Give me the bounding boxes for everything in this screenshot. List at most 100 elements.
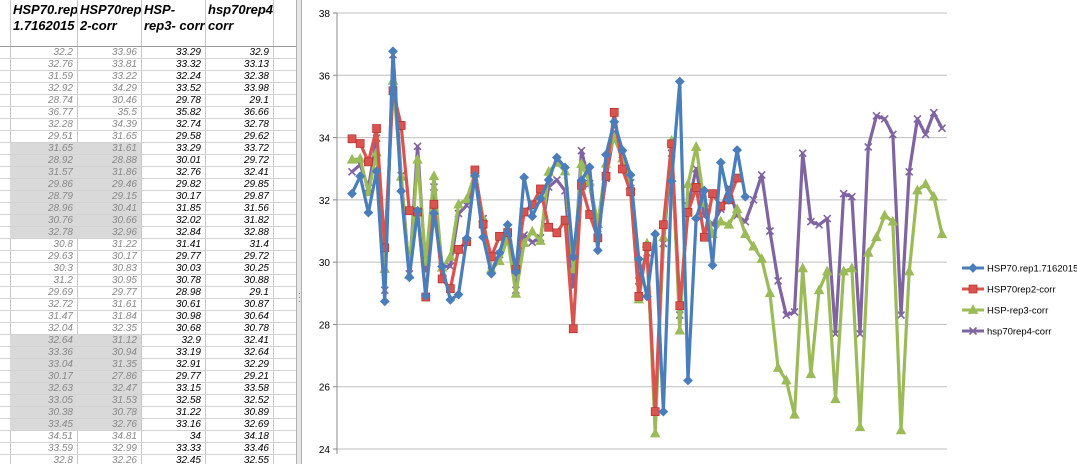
table-cell[interactable]: 32.41: [243, 167, 269, 178]
column-header-rep3[interactable]: HSP-rep3- corr: [144, 2, 205, 33]
table-cell[interactable]: 33.05: [10, 395, 77, 406]
table-cell[interactable]: 32.26: [111, 455, 137, 464]
table-cell[interactable]: 31.22: [111, 239, 137, 250]
table-cell[interactable]: 28.79: [10, 191, 77, 202]
table-cell[interactable]: 32.76: [77, 419, 141, 430]
table-row[interactable]: 31.2 30.95 30.78 30.88: [0, 275, 300, 287]
table-cell[interactable]: 31.84: [111, 311, 137, 322]
table-cell[interactable]: 29.63: [47, 251, 73, 262]
table-cell[interactable]: 34.18: [243, 431, 269, 442]
table-cell[interactable]: 30.8: [53, 239, 73, 250]
table-row[interactable]: 32.64 31.12 32.9 32.41: [0, 335, 300, 347]
table-cell[interactable]: 28.88: [77, 155, 141, 166]
table-cell[interactable]: 32.74: [175, 119, 201, 130]
table-cell[interactable]: 32.76: [175, 167, 201, 178]
table-cell[interactable]: 29.69: [47, 287, 73, 298]
table-cell[interactable]: 31.4: [249, 239, 269, 250]
table-cell[interactable]: 30.98: [175, 311, 201, 322]
table-cell[interactable]: 36.66: [243, 107, 269, 118]
column-header-rep1[interactable]: HSP70.rep 1.7162015: [13, 2, 77, 33]
table-cell[interactable]: 32.69: [243, 419, 269, 430]
table-cell[interactable]: 31.86: [77, 167, 141, 178]
table-row[interactable]: 29.63 30.17 29.77 29.72: [0, 251, 300, 263]
table-cell[interactable]: 32.64: [243, 347, 269, 358]
column-header-rep4[interactable]: hsp70rep4- corr: [208, 2, 273, 33]
table-cell[interactable]: 29.72: [243, 251, 269, 262]
table-cell[interactable]: 29.78: [175, 95, 201, 106]
table-row[interactable]: 33.36 30.94 33.19 32.64: [0, 347, 300, 359]
table-cell[interactable]: 31.82: [243, 215, 269, 226]
table-row[interactable]: 32.8 32.26 32.45 32.55: [0, 455, 300, 464]
table-cell[interactable]: 33.96: [111, 47, 137, 58]
table-cell[interactable]: 32.29: [243, 359, 269, 370]
table-cell[interactable]: 32.38: [243, 71, 269, 82]
table-cell[interactable]: 33.16: [175, 419, 201, 430]
table-cell[interactable]: 33.04: [10, 359, 77, 370]
table-cell[interactable]: 32.9: [249, 47, 269, 58]
table-cell[interactable]: 31.35: [77, 359, 141, 370]
table-cell[interactable]: 30.94: [77, 347, 141, 358]
table-cell[interactable]: 31.47: [47, 311, 73, 322]
table-row[interactable]: 32.72 31.61 30.61 30.87: [0, 299, 300, 311]
table-cell[interactable]: 29.77: [175, 251, 201, 262]
table-cell[interactable]: 30.38: [10, 407, 77, 418]
table-cell[interactable]: 32.64: [10, 335, 77, 346]
table-cell[interactable]: 29.46: [77, 179, 141, 190]
table-row[interactable]: 33.04 31.35 32.91 32.29: [0, 359, 300, 371]
table-row[interactable]: 33.45 32.76 33.16 32.69: [0, 419, 300, 431]
table-cell[interactable]: 29.85: [243, 179, 269, 190]
table-cell[interactable]: 31.56: [243, 203, 269, 214]
table-cell[interactable]: 30.68: [175, 323, 201, 334]
table-cell[interactable]: 29.87: [243, 191, 269, 202]
table-cell[interactable]: 32.91: [175, 359, 201, 370]
table-cell[interactable]: 30.87: [243, 299, 269, 310]
table-cell[interactable]: 29.62: [243, 131, 269, 142]
table-row[interactable]: 31.47 31.84 30.98 30.64: [0, 311, 300, 323]
table-cell[interactable]: 30.76: [10, 215, 77, 226]
table-cell[interactable]: 30.78: [243, 323, 269, 334]
table-cell[interactable]: 30.3: [53, 263, 73, 274]
table-cell[interactable]: 31.65: [111, 131, 137, 142]
table-cell[interactable]: 30.95: [111, 275, 137, 286]
table-cell[interactable]: 32.41: [243, 335, 269, 346]
table-row[interactable]: 33.05 31.53 32.58 32.52: [0, 395, 300, 407]
table-row[interactable]: 30.17 27.86 29.77 29.21: [0, 371, 300, 383]
table-cell[interactable]: 33.32: [175, 59, 201, 70]
table-cell[interactable]: 33.98: [243, 83, 269, 94]
table-cell[interactable]: 30.03: [175, 263, 201, 274]
table-row[interactable]: 31.57 31.86 32.76 32.41: [0, 167, 300, 179]
table-cell[interactable]: 32.52: [243, 395, 269, 406]
table-cell[interactable]: 32.76: [47, 59, 73, 70]
table-cell[interactable]: 30.78: [77, 407, 141, 418]
table-cell[interactable]: 33.22: [111, 71, 137, 82]
table-cell[interactable]: 31.65: [10, 143, 77, 154]
table-cell[interactable]: 32.9: [181, 335, 201, 346]
table-cell[interactable]: 33.15: [175, 383, 201, 394]
table-cell[interactable]: 32.63: [10, 383, 77, 394]
table-cell[interactable]: 32.78: [10, 227, 77, 238]
table-cell[interactable]: 30.78: [175, 275, 201, 286]
table-cell[interactable]: 34: [189, 431, 201, 442]
table-row[interactable]: 28.92 28.88 30.01 29.72: [0, 155, 300, 167]
table-row[interactable]: 32.76 33.81 33.32 33.13: [0, 59, 300, 71]
table-cell[interactable]: 30.46: [111, 95, 137, 106]
table-cell[interactable]: 32.88: [243, 227, 269, 238]
table-cell[interactable]: 29.51: [47, 131, 73, 142]
table-row[interactable]: 28.79 29.15 30.17 29.87: [0, 191, 300, 203]
table-row[interactable]: 32.63 32.47 33.15 33.58: [0, 383, 300, 395]
table-cell[interactable]: 31.61: [77, 143, 141, 154]
table-cell[interactable]: 33.59: [47, 443, 73, 454]
table-cell[interactable]: 31.41: [175, 239, 201, 250]
table-cell[interactable]: 28.96: [10, 203, 77, 214]
table-cell[interactable]: 32.2: [53, 47, 73, 58]
table-row[interactable]: 30.8 31.22 31.41 31.4: [0, 239, 300, 251]
table-cell[interactable]: 32.47: [77, 383, 141, 394]
table-cell[interactable]: 29.15: [77, 191, 141, 202]
table-cell[interactable]: 29.82: [175, 179, 201, 190]
table-row[interactable]: 30.3 30.83 30.03 30.25: [0, 263, 300, 275]
table-cell[interactable]: 32.78: [243, 119, 269, 130]
table-cell[interactable]: 31.85: [175, 203, 201, 214]
table-row[interactable]: 29.51 31.65 29.58 29.62: [0, 131, 300, 143]
table-row[interactable]: 28.74 30.46 29.78 29.1: [0, 95, 300, 107]
table-cell[interactable]: 32.96: [77, 227, 141, 238]
